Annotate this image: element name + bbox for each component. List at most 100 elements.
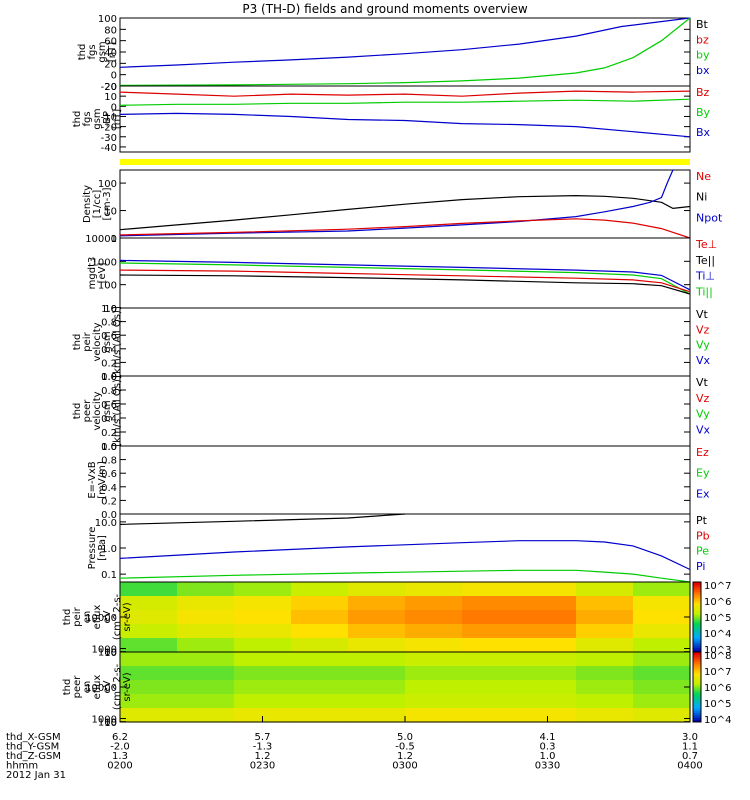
heatmap-cell — [177, 652, 235, 667]
heatmap-cell — [348, 652, 406, 667]
heatmap-cell — [120, 652, 178, 667]
x-axis-value: 3.0 — [682, 732, 698, 743]
y-axis-label-line: eV — [102, 610, 113, 623]
colorbar-segment — [693, 603, 701, 606]
colorbar-segment — [693, 645, 701, 648]
y-tick-label: 10.0 — [95, 518, 117, 529]
y-axis-label: thdpeirvelocitygsm[km/s (All Qs)] — [72, 306, 123, 378]
legend-entry: bx — [696, 64, 710, 77]
colorbar-label: 10^7 — [704, 581, 731, 592]
legend-entry: Ne — [696, 170, 711, 183]
heatmap-cell — [120, 610, 178, 625]
colorbar-segment — [693, 684, 701, 688]
legend-entry: Ey — [696, 467, 710, 480]
heatmap-cell — [576, 680, 634, 695]
heatmap-cell — [405, 624, 463, 639]
colorbar-segment — [693, 593, 701, 597]
series-Ti|| — [119, 262, 691, 295]
heatmap-cell — [462, 680, 520, 695]
series-Ti⊥ — [119, 259, 691, 291]
x-axis-row-label: thd_Z-GSM — [6, 751, 61, 762]
colorbar-segment — [693, 705, 701, 709]
colorbar-label: 10^8 — [704, 651, 731, 662]
y-tick-label: -30 — [101, 133, 117, 144]
legend-entry: Te⊥ — [695, 238, 717, 251]
colorbar-segment — [693, 673, 701, 676]
heatmap-cell — [234, 666, 292, 681]
heatmap-cell — [348, 694, 406, 709]
y-axis-label-line: mgdt3 — [87, 257, 98, 290]
y-tick-label: 10000 — [85, 234, 117, 245]
y-tick-label: 60 — [104, 37, 117, 48]
panel-frame — [119, 375, 691, 447]
heatmap-cell — [234, 624, 292, 639]
y-tick-label: 0.6 — [101, 469, 117, 480]
heatmap-cell — [462, 596, 520, 611]
colorbar-segment — [693, 631, 701, 634]
x-axis-value: 5.7 — [255, 732, 271, 743]
y-tick-label: 1 — [111, 234, 117, 245]
x-axis-value: 0.3 — [540, 742, 556, 753]
legend-entry: Vy — [696, 408, 710, 421]
x-axis-value: 6.2 — [112, 732, 128, 743]
x-axis-value: 0300 — [392, 761, 417, 772]
colorbar-segment — [693, 614, 701, 618]
y-tick-label: 0 — [111, 102, 117, 113]
y-tick-label: 10 — [104, 718, 117, 729]
colorbar-label: 10^5 — [704, 613, 731, 624]
legend-entry: Bz — [696, 86, 710, 99]
heatmap-cell — [462, 694, 520, 709]
series-Bz — [119, 90, 691, 97]
y-tick-label: 0.8 — [101, 456, 117, 467]
legend-entry: Vt — [696, 376, 709, 389]
heatmap-cell — [519, 596, 577, 611]
heatmap-cell — [177, 708, 235, 723]
legend-entry: By — [696, 106, 711, 119]
colorbar-segment — [693, 670, 701, 674]
y-axis-label: mgdt3[eV] — [87, 257, 108, 290]
colorbar-segment — [693, 584, 701, 588]
heatmap-cell — [177, 680, 235, 695]
heatmap-cell — [576, 582, 634, 597]
x-axis-value: 0200 — [107, 761, 132, 772]
heatmap-cell — [291, 610, 349, 625]
y-axis-label-line: fgs — [82, 111, 93, 126]
legend-entry: Vy — [696, 339, 710, 352]
x-axis-value: 0400 — [677, 761, 702, 772]
colorbar-segment — [693, 691, 701, 695]
series-Pi — [119, 540, 691, 571]
heatmap-cell — [519, 652, 577, 667]
heatmap-cell — [633, 610, 691, 625]
y-tick-label: 1000 — [92, 645, 117, 656]
heatmap-cell — [519, 708, 577, 723]
colorbar-segment — [693, 619, 701, 623]
panel-peer-eflux: 10^410^510^610^710^810100100010000thdpee… — [62, 651, 731, 729]
heatmap-cell — [234, 596, 292, 611]
x-axis-value: -1.3 — [253, 742, 273, 753]
legend-entry: Pi — [696, 560, 705, 573]
y-tick-label: 0.0 — [101, 372, 117, 383]
x-axis-value: 4.1 — [540, 732, 556, 743]
legend-entry: by — [696, 49, 710, 62]
y-tick-label: 0.1 — [101, 570, 117, 581]
legend-entry: Npot — [696, 211, 723, 224]
heatmap-cell — [519, 582, 577, 597]
x-axis-value: 1.3 — [112, 751, 128, 762]
y-tick-label: 10 — [104, 304, 117, 315]
y-axis-label-line: velocity — [92, 391, 103, 430]
colorbar-segment — [693, 649, 701, 653]
y-axis-label-line: thd — [62, 679, 73, 696]
y-tick-label: -20 — [101, 82, 117, 93]
heatmap-cell — [348, 596, 406, 611]
x-axis-labels: thd_X-GSM 6.2 5.7 5.0 4.1 3.0 thd_Y-GSM -2.0 -1.… — [6, 716, 703, 781]
plot-title: P3 (TH-D) fields and ground moments over… — [242, 2, 527, 16]
panel-peir-vel: 0.00.20.40.60.81.0thdpeirvelocitygsm[km/… — [72, 304, 711, 383]
colorbar-segment — [693, 591, 701, 595]
heatmap-cell — [291, 624, 349, 639]
series-Npot — [119, 169, 674, 237]
heatmap-cell — [633, 680, 691, 695]
colorbar-segment — [693, 617, 701, 620]
y-axis-label: thdpeirenefluxeV(cm^2-s-sr-eV) — [62, 593, 133, 640]
heatmap-cell — [177, 694, 235, 709]
